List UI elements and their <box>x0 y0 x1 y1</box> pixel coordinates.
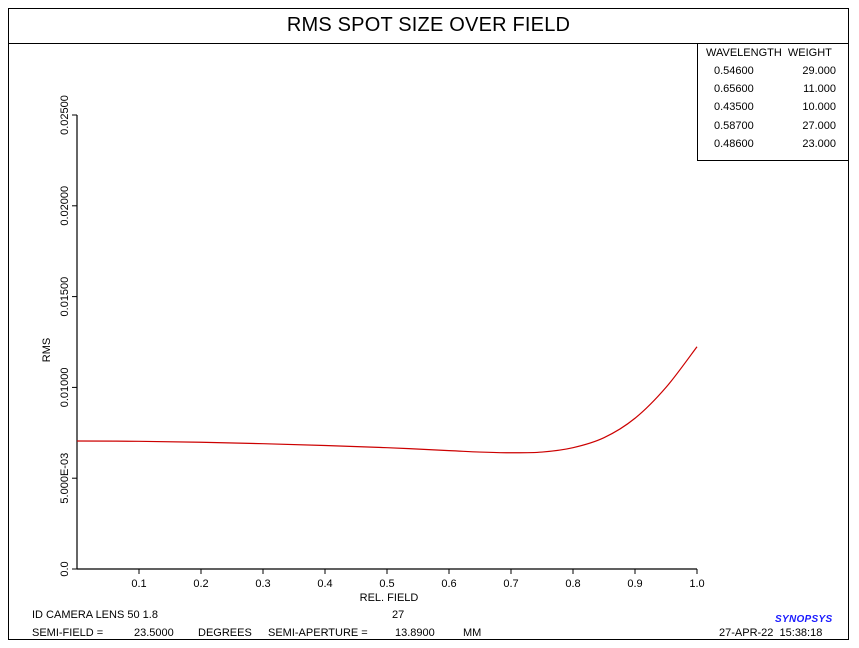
x-ticks: 0.1 0.2 0.3 0.4 0.5 0.6 0.7 0.8 0.9 1.0 <box>131 569 705 590</box>
y-tick-label: 0.02000 <box>59 186 71 226</box>
legend-row: 0.43500 10.000 <box>698 101 850 119</box>
y-tick-label: 0.01500 <box>59 277 71 317</box>
legend-row: 0.65600 11.000 <box>698 83 850 101</box>
y-tick-label: 0.02500 <box>59 95 71 135</box>
legend-row: 0.54600 29.000 <box>698 65 850 83</box>
x-tick-label: 0.8 <box>565 578 580 590</box>
plot-frame <box>8 8 849 640</box>
center-number: 27 <box>392 609 405 621</box>
legend-weight: 11.000 <box>803 83 836 95</box>
x-tick-label: 0.3 <box>255 578 270 590</box>
x-tick-label: 0.1 <box>131 578 146 590</box>
x-tick-label: 1.0 <box>689 578 704 590</box>
legend-row: 0.48600 23.000 <box>698 138 850 156</box>
legend-weight: 23.000 <box>802 138 836 150</box>
lens-name: ID CAMERA LENS 50 1.8 <box>32 609 158 621</box>
legend-weight: 27.000 <box>802 120 836 132</box>
legend-weight: 10.000 <box>802 101 836 113</box>
semi-aperture-label: SEMI-APERTURE = <box>268 627 368 639</box>
x-tick-label: 0.6 <box>441 578 456 590</box>
legend-wavelength: 0.58700 <box>714 120 754 132</box>
legend-weight: 29.000 <box>802 65 836 77</box>
legend-wavelength: 0.65600 <box>714 83 754 95</box>
x-tick-label: 0.4 <box>317 578 332 590</box>
x-tick-label: 0.5 <box>379 578 394 590</box>
legend-box: WAVELENGTH WEIGHT 0.54600 29.000 0.65600… <box>697 43 849 161</box>
legend-header: WAVELENGTH WEIGHT <box>706 47 832 59</box>
x-tick-label: 0.2 <box>193 578 208 590</box>
y-tick-label: 0.01000 <box>59 368 71 408</box>
semi-aperture-unit: MM <box>463 627 482 639</box>
date-time: 27-APR-22 15:38:18 <box>719 627 823 639</box>
semi-field-unit: DEGREES <box>198 627 252 639</box>
y-axis-label: RMS <box>41 338 53 362</box>
synopsys-logo: SYNOPSYS <box>775 614 833 625</box>
x-tick-label: 0.7 <box>503 578 518 590</box>
y-tick-label: 0.0 <box>59 561 71 576</box>
chart-axes <box>76 115 697 570</box>
legend-wavelength: 0.48600 <box>714 138 754 150</box>
x-axis-label: REL. FIELD <box>360 592 419 604</box>
legend-wavelength: 0.54600 <box>714 65 754 77</box>
y-tick-label: 5.000E-03 <box>59 453 71 504</box>
semi-field-label: SEMI-FIELD = <box>32 627 104 639</box>
semi-field-value: 23.5000 <box>134 627 174 639</box>
chart-title: RMS SPOT SIZE OVER FIELD <box>286 14 571 36</box>
title-bar: RMS SPOT SIZE OVER FIELD <box>8 8 849 44</box>
y-ticks: 0.0 5.000E-03 0.01000 0.01500 0.02000 0.02500 <box>59 95 77 577</box>
series-group <box>76 346 698 454</box>
legend-row: 0.58700 27.000 <box>698 120 850 138</box>
x-tick-label: 0.9 <box>627 578 642 590</box>
legend-wavelength: 0.43500 <box>714 101 754 113</box>
rms-series-line <box>76 346 698 454</box>
semi-aperture-value: 13.8900 <box>395 627 435 639</box>
